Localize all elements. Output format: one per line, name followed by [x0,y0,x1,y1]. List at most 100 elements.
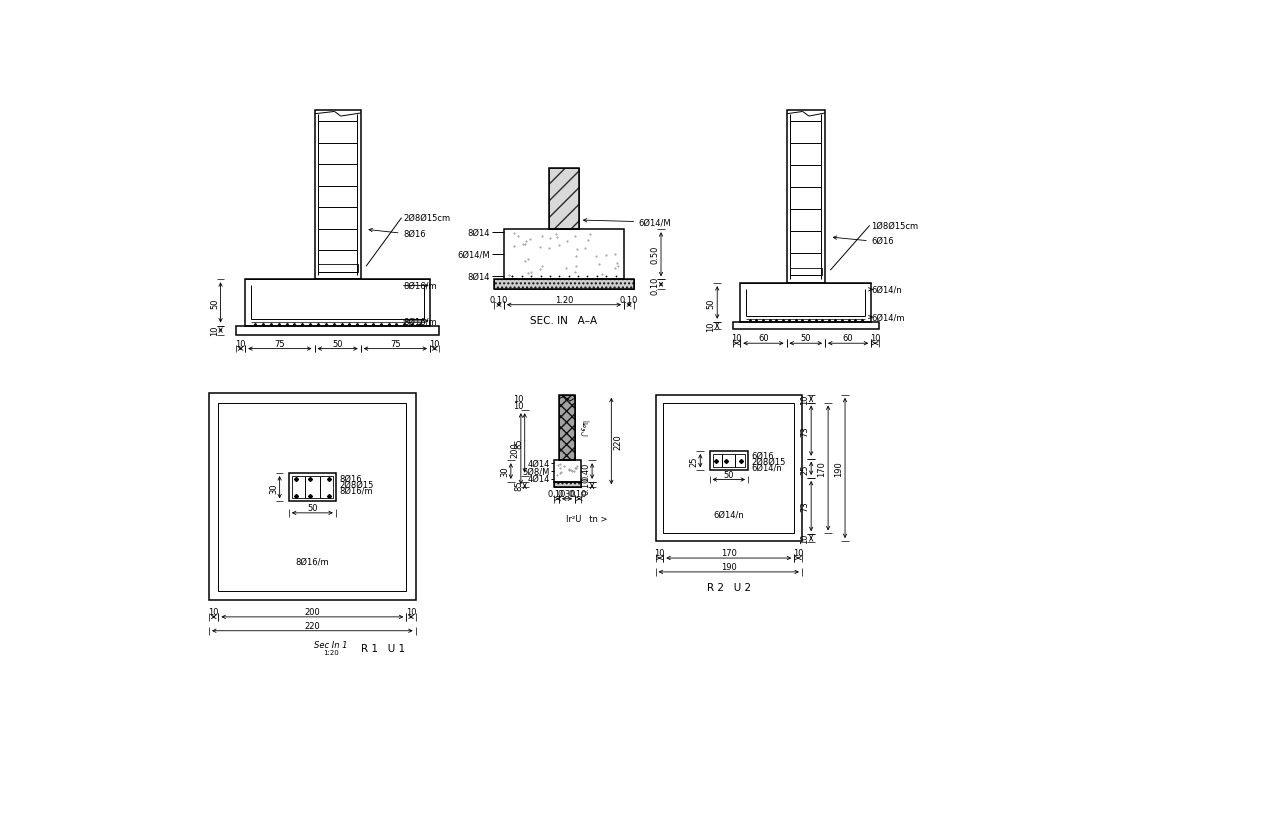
Bar [549,169,578,230]
Text: 0.10: 0.10 [547,490,566,498]
Text: 200: 200 [304,607,321,616]
Text: 1.20: 1.20 [554,295,573,304]
Text: 8Ø14: 8Ø14 [467,272,490,281]
Text: 6Ø14/m: 6Ø14/m [871,313,904,323]
Text: 10: 10 [801,394,810,404]
Text: 50: 50 [332,339,342,348]
Text: SEC. IN   A–A: SEC. IN A–A [530,316,598,326]
Text: 10: 10 [706,321,715,332]
Text: 10: 10 [801,533,810,543]
Text: Ir²U   tn >: Ir²U tn > [566,514,607,523]
Text: 10: 10 [793,548,803,557]
Bar [733,323,879,330]
Text: 50: 50 [706,298,715,308]
Text: 25: 25 [690,456,699,466]
Text: Sec In 1: Sec In 1 [314,640,347,649]
Text: 6Ø16: 6Ø16 [871,237,894,246]
Text: 220: 220 [613,433,622,449]
Bar [713,455,744,467]
Text: 1Ø8Ø15cm: 1Ø8Ø15cm [871,222,918,231]
Text: 10: 10 [209,326,218,336]
Text: 75: 75 [275,339,285,348]
Text: 73: 73 [801,501,810,512]
Text: 10: 10 [654,548,665,557]
Text: 10: 10 [513,394,524,404]
Text: R 1   U 1: R 1 U 1 [360,643,405,653]
Text: 8Ø16/m: 8Ø16/m [340,486,373,495]
Text: 8Ø16: 8Ø16 [340,475,363,484]
Text: 75: 75 [389,339,401,348]
Text: 6Ø14/n: 6Ø14/n [871,285,902,294]
Text: 6Ø14/n: 6Ø14/n [714,510,744,519]
Text: 170: 170 [720,548,737,557]
Text: 5Ø8/M: 5Ø8/M [522,467,549,476]
Bar [655,395,802,542]
Text: 4Ø14: 4Ø14 [527,475,549,484]
Text: 0.10: 0.10 [581,476,590,494]
Bar [245,280,430,326]
Text: 2Ø8Ø15: 2Ø8Ø15 [340,480,374,490]
Bar [494,280,635,290]
Text: 73: 73 [801,426,810,437]
Text: 0.10: 0.10 [650,275,659,294]
Bar [787,111,825,284]
Text: 50: 50 [306,504,318,513]
Bar [554,482,581,488]
Text: 10: 10 [235,339,246,348]
Text: 2Ø8Ø15cm: 2Ø8Ø15cm [404,214,451,223]
Text: 0.40: 0.40 [581,462,590,480]
Bar [314,111,360,280]
Text: 8Ø16/m: 8Ø16/m [404,317,437,326]
Bar [554,482,581,488]
Text: 6Ø14/M: 6Ø14/M [457,251,490,260]
Bar [218,404,406,590]
Bar [559,395,575,461]
Text: 8Ø16/m: 8Ø16/m [295,557,329,566]
Text: 0.30: 0.30 [558,490,576,498]
Text: 10: 10 [429,339,439,348]
Bar [663,403,794,533]
Text: 50: 50 [724,470,734,479]
Text: 6Ø14/M: 6Ø14/M [638,218,670,227]
Bar [554,461,581,482]
Text: 170: 170 [817,461,826,476]
Text: 0.10: 0.10 [490,295,508,304]
Bar [789,269,822,276]
Text: 10: 10 [870,334,880,343]
Bar [741,284,871,323]
Text: 4Ø14: 4Ø14 [527,459,549,468]
Text: 50: 50 [801,334,811,343]
Text: 30: 30 [269,482,278,493]
Text: 60: 60 [759,334,769,343]
Bar [289,474,336,502]
Bar [559,395,575,461]
Text: 85: 85 [515,438,524,449]
Text: 50: 50 [209,298,218,308]
Text: 200: 200 [511,442,520,457]
Text: 8Ø16: 8Ø16 [404,229,425,238]
Text: 25: 25 [801,464,810,474]
Text: 0.10: 0.10 [568,490,587,498]
Bar [318,265,358,272]
Text: 10: 10 [406,607,416,616]
Text: 0.10: 0.10 [619,295,638,304]
Text: 6Ø14/n: 6Ø14/n [752,463,783,472]
Bar [549,169,578,230]
Bar [209,394,416,600]
Bar [710,452,748,471]
Bar [292,476,333,499]
Text: 60: 60 [843,334,853,343]
Text: 10: 10 [513,402,524,410]
Bar [494,280,635,290]
Text: R 2   U 2: R 2 U 2 [706,582,751,593]
Text: 190: 190 [834,461,843,476]
Text: 220: 220 [304,621,321,630]
Text: 10: 10 [208,607,218,616]
Text: 85: 85 [515,480,524,490]
Text: 0.50: 0.50 [650,246,659,264]
Bar [504,230,624,280]
Text: 8Ø16/m: 8Ø16/m [404,282,437,290]
Text: 2Ø8Ø15: 2Ø8Ø15 [752,457,787,466]
Text: 30: 30 [501,466,510,477]
Text: 1:20: 1:20 [323,649,338,656]
